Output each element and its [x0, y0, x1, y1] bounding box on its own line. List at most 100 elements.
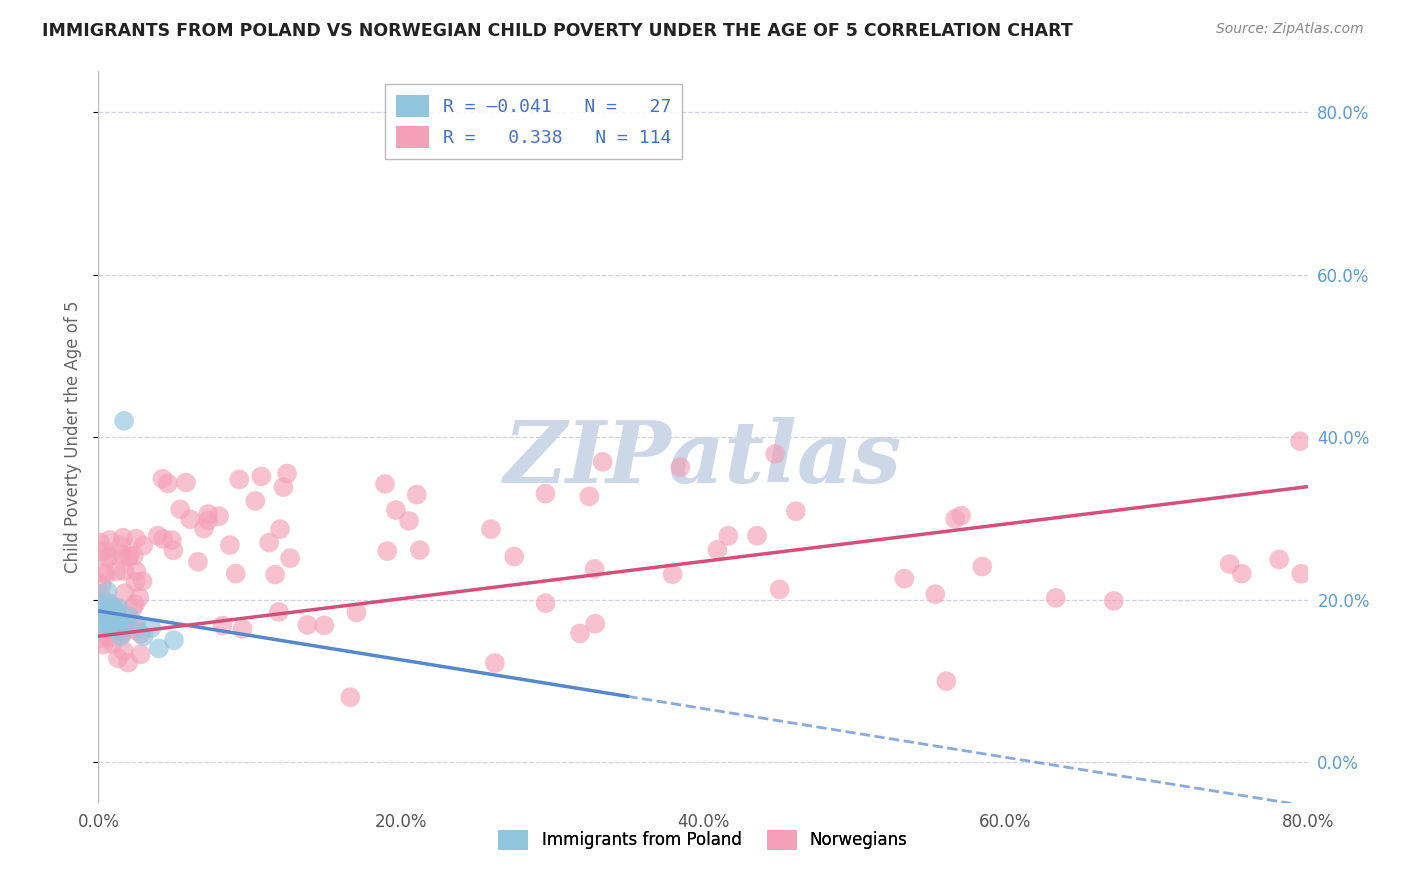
Point	[346, 606, 368, 620]
Point	[187, 555, 209, 569]
Point	[146, 528, 169, 542]
Point	[169, 502, 191, 516]
Point	[339, 690, 361, 705]
Point	[110, 547, 132, 561]
Point	[104, 621, 127, 635]
Point	[98, 533, 121, 547]
Point	[568, 626, 591, 640]
Point	[197, 507, 219, 521]
Point	[124, 574, 146, 589]
Point	[98, 597, 121, 611]
Point	[91, 638, 114, 652]
Point	[93, 544, 115, 558]
Point	[132, 629, 155, 643]
Point	[583, 616, 606, 631]
Point	[583, 562, 606, 576]
Point	[706, 542, 728, 557]
Point	[231, 622, 253, 636]
Point	[375, 544, 398, 558]
Point	[1230, 566, 1253, 581]
Legend: Immigrants from Poland, Norwegians: Immigrants from Poland, Norwegians	[492, 823, 914, 856]
Point	[101, 608, 124, 623]
Point	[1102, 594, 1125, 608]
Point	[93, 600, 115, 615]
Point	[534, 486, 557, 500]
Point	[93, 617, 115, 632]
Point	[1045, 591, 1067, 605]
Point	[112, 414, 135, 428]
Text: IMMIGRANTS FROM POLAND VS NORWEGIAN CHILD POVERTY UNDER THE AGE OF 5 CORRELATION: IMMIGRANTS FROM POLAND VS NORWEGIAN CHIL…	[42, 22, 1073, 40]
Point	[98, 631, 121, 645]
Point	[90, 578, 112, 592]
Point	[534, 596, 557, 610]
Point	[503, 549, 526, 564]
Point	[935, 674, 957, 689]
Point	[174, 475, 197, 490]
Point	[405, 488, 427, 502]
Text: Source: ZipAtlas.com: Source: ZipAtlas.com	[1216, 22, 1364, 37]
Text: ZIPatlas: ZIPatlas	[503, 417, 903, 500]
Point	[245, 494, 267, 508]
Point	[96, 567, 118, 582]
Point	[218, 538, 240, 552]
Point	[90, 597, 112, 611]
Point	[117, 550, 139, 565]
Point	[90, 597, 112, 611]
Point	[225, 566, 247, 581]
Point	[122, 549, 145, 563]
Point	[129, 627, 152, 641]
Point	[110, 538, 132, 552]
Point	[125, 618, 148, 632]
Point	[163, 633, 186, 648]
Point	[117, 656, 139, 670]
Point	[89, 586, 111, 600]
Point	[156, 476, 179, 491]
Point	[763, 447, 786, 461]
Y-axis label: Child Poverty Under the Age of 5: Child Poverty Under the Age of 5	[65, 301, 83, 574]
Point	[101, 637, 124, 651]
Point	[578, 490, 600, 504]
Point	[276, 467, 298, 481]
Point	[124, 597, 146, 611]
Point	[96, 550, 118, 565]
Point	[211, 618, 233, 632]
Point	[108, 613, 131, 627]
Point	[105, 604, 128, 618]
Point	[105, 613, 128, 627]
Point	[91, 617, 114, 632]
Point	[745, 529, 768, 543]
Point	[273, 480, 295, 494]
Point	[267, 605, 290, 619]
Point	[93, 613, 115, 627]
Point	[669, 460, 692, 475]
Point	[125, 564, 148, 578]
Point	[717, 529, 740, 543]
Point	[103, 600, 125, 615]
Point	[374, 476, 396, 491]
Point	[89, 535, 111, 549]
Point	[152, 472, 174, 486]
Point	[148, 641, 170, 656]
Point	[297, 618, 319, 632]
Point	[269, 522, 291, 536]
Point	[98, 617, 121, 632]
Point	[193, 521, 215, 535]
Point	[385, 503, 408, 517]
Point	[112, 644, 135, 658]
Point	[1268, 552, 1291, 566]
Point	[118, 549, 141, 563]
Point	[409, 543, 432, 558]
Point	[105, 565, 128, 579]
Point	[114, 586, 136, 600]
Point	[1289, 566, 1312, 581]
Point	[98, 550, 121, 565]
Point	[94, 605, 117, 619]
Point	[924, 587, 946, 601]
Point	[110, 624, 132, 639]
Point	[257, 535, 280, 549]
Point	[250, 469, 273, 483]
Point	[107, 651, 129, 665]
Point	[398, 514, 420, 528]
Point	[121, 601, 143, 615]
Point	[152, 532, 174, 546]
